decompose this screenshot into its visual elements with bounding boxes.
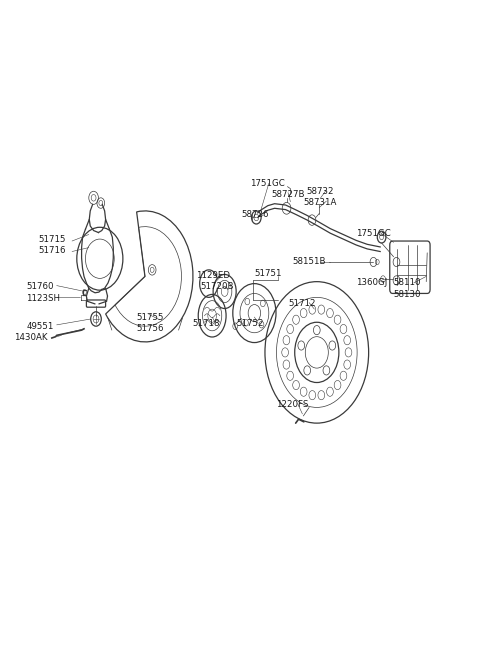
Text: 51755: 51755 [137, 313, 164, 322]
Text: 58732: 58732 [306, 187, 334, 196]
Text: 1129ED: 1129ED [196, 271, 230, 280]
Text: 51760: 51760 [26, 282, 54, 291]
Text: 51715: 51715 [38, 234, 66, 244]
Text: 58110: 58110 [394, 278, 421, 288]
Text: 1430AK: 1430AK [14, 333, 48, 343]
Text: 58727B: 58727B [271, 190, 305, 199]
Text: 51720B: 51720B [201, 282, 234, 291]
Text: 1751GC: 1751GC [356, 229, 391, 238]
Text: 51712: 51712 [288, 299, 315, 309]
Text: 58130: 58130 [394, 290, 421, 299]
Text: 1751GC: 1751GC [250, 179, 284, 188]
Text: 1360GJ: 1360GJ [356, 278, 387, 288]
Text: 51716: 51716 [38, 246, 66, 255]
Text: 51752: 51752 [236, 319, 264, 328]
Text: 58731A: 58731A [304, 198, 337, 207]
Text: 51751: 51751 [254, 269, 282, 278]
Text: 1123SH: 1123SH [26, 293, 60, 303]
Text: 51718: 51718 [192, 319, 219, 328]
Text: 58151B: 58151B [293, 257, 326, 267]
Text: 51756: 51756 [137, 324, 164, 333]
Text: 1220FS: 1220FS [276, 400, 308, 409]
Text: 49551: 49551 [26, 322, 54, 331]
Text: 58726: 58726 [241, 210, 268, 219]
